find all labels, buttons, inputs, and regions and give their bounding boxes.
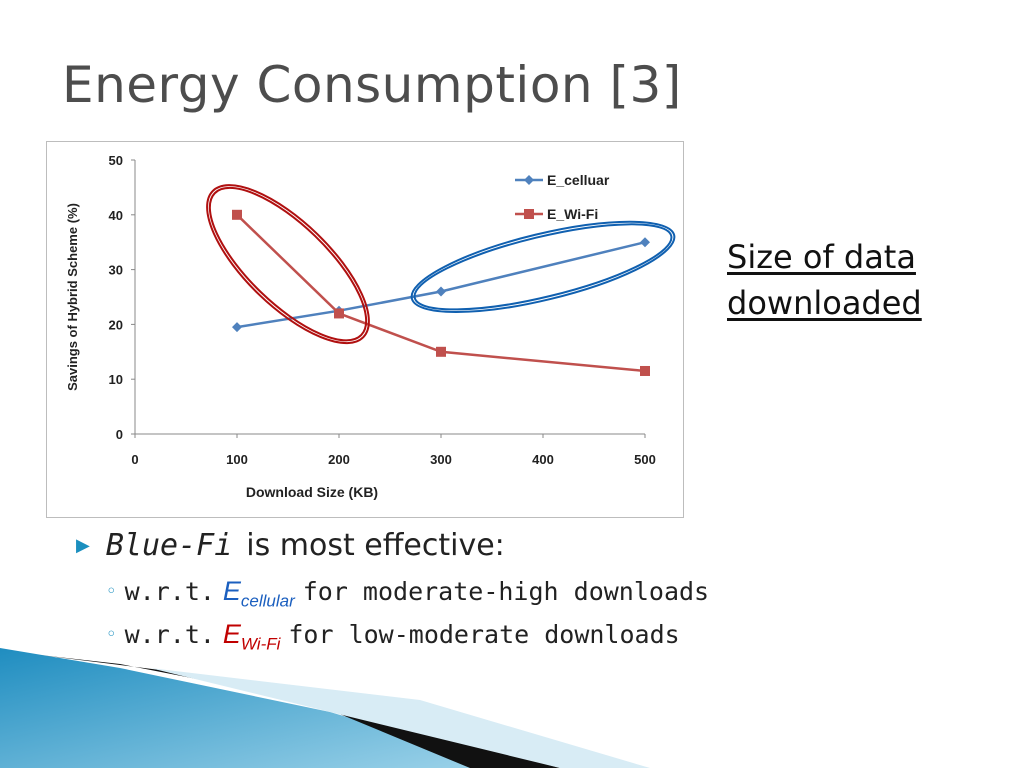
bullet-text: for low-moderate downloads (288, 620, 680, 649)
data-point-wifi (640, 365, 650, 376)
x-tick-label: 100 (226, 452, 248, 467)
x-tick-label: 400 (532, 452, 554, 467)
bullet-sub: ◦ w.r.t. EWi-Fi for low-moderate download… (106, 619, 680, 654)
annotation-layer (206, 184, 676, 345)
circle-bullet-icon: ◦ (106, 624, 117, 645)
x-tick-label: 200 (328, 452, 350, 467)
side-note: Size of data downloaded (727, 234, 922, 326)
data-point-wifi (232, 209, 242, 220)
bullet-prefix: w.r.t. (124, 620, 215, 649)
data-point-wifi (334, 308, 344, 319)
y-tick-label: 10 (109, 372, 123, 387)
triangle-bullet-icon: ▶ (76, 535, 90, 556)
x-tick-label: 500 (634, 452, 656, 467)
symbol-base: E (222, 619, 241, 649)
swoosh-blue (0, 648, 520, 768)
swoosh-black (40, 655, 560, 768)
side-note-line: Size of data (727, 238, 916, 276)
legend: E_celluar E_Wi-Fi (515, 172, 610, 222)
legend-label: E_Wi-Fi (547, 206, 598, 222)
x-tick-label: 0 (131, 452, 138, 467)
highlight-ellipse-wifi (206, 184, 370, 345)
y-tick-label: 50 (109, 153, 123, 168)
symbol-subscript: Wi-Fi (240, 634, 281, 654)
bullet-prefix: w.r.t. (124, 577, 215, 606)
symbol-base: E (222, 576, 241, 606)
data-point-cellular (232, 322, 242, 333)
bullet-text: for moderate-high downloads (302, 577, 710, 606)
series-line-cellular (236, 240, 646, 329)
x-axis-label: Download Size (KB) (246, 484, 378, 500)
bullet-sub: ◦ w.r.t. Ecellular for moderate-high down… (106, 576, 709, 611)
series-line-wifi (236, 213, 646, 373)
data-point-wifi (436, 346, 446, 357)
legend-marker (524, 209, 534, 219)
symbol-subscript: cellular (240, 591, 295, 611)
y-tick-label: 0 (116, 427, 123, 442)
y-axis-label: Savings of Hybrid Scheme (%) (65, 203, 80, 391)
data-point-cellular (640, 237, 650, 248)
y-tick-label: 30 (109, 263, 123, 278)
highlight-ellipse-cellular (413, 223, 673, 311)
bullet-emphasis: Blue-Fi (105, 528, 233, 563)
series-layer (232, 209, 650, 376)
swoosh-light (150, 668, 650, 768)
x-tick-label: 300 (430, 452, 452, 467)
bullet-text: is most effective: (246, 528, 505, 563)
highlight-ellipse-wifi (208, 186, 368, 342)
legend-label: E_celluar (547, 172, 610, 188)
symbol-e-wifi: EWi-Fi (222, 619, 281, 653)
circle-bullet-icon: ◦ (106, 581, 117, 602)
legend-marker (524, 175, 534, 185)
highlight-ellipse-cellular (410, 220, 676, 313)
y-tick-label: 20 (109, 317, 123, 332)
symbol-e-cellular: Ecellular (222, 576, 295, 610)
side-note-line: downloaded (727, 284, 922, 322)
chart-container: 0 10 20 30 40 50 0 100 200 300 400 500 E_celluar E_W… (46, 141, 684, 518)
data-point-cellular (436, 286, 446, 297)
bullet-main: ▶ Blue-Fi is most effective: (76, 528, 505, 563)
y-tick-label: 40 (109, 208, 123, 223)
page-title: Energy Consumption [3] (62, 56, 682, 114)
